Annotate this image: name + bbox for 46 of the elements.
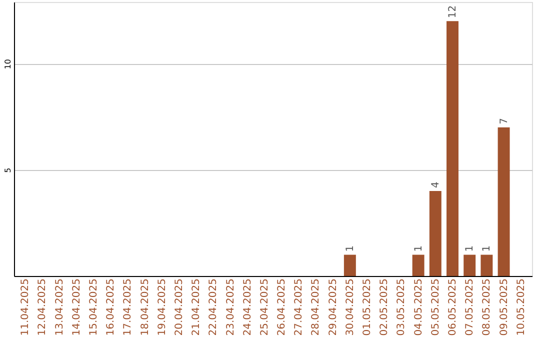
- data-label: 4: [430, 182, 442, 188]
- y-tick-label: 5: [4, 168, 12, 173]
- x-tick-label: 30.04.2025: [344, 278, 356, 336]
- x-tick-label: 17.04.2025: [122, 278, 134, 336]
- bar: [498, 127, 510, 276]
- x-tick-label: 21.04.2025: [191, 278, 202, 336]
- x-tick-label: 03.05.2025: [396, 278, 408, 336]
- x-tick-label: 27.04.2025: [294, 278, 305, 336]
- x-tick-label: 05.05.2025: [430, 278, 442, 336]
- x-tick-label: 11.04.2025: [20, 278, 32, 336]
- data-label: 7: [498, 118, 510, 124]
- x-tick-label: 29.04.2025: [328, 278, 339, 336]
- x-tick-label: 15.04.2025: [88, 278, 100, 336]
- x-tick-label: 08.05.2025: [482, 278, 493, 336]
- x-tick-label: 24.04.2025: [242, 278, 254, 336]
- x-tick-label: 18.04.2025: [140, 278, 151, 336]
- bar: [446, 21, 458, 276]
- data-label: 1: [482, 245, 493, 252]
- x-tick-label: 06.05.2025: [448, 278, 459, 336]
- bar: [429, 191, 442, 276]
- bar: [412, 254, 424, 276]
- x-tick-label: 22.04.2025: [208, 278, 220, 336]
- x-tick-label: 12.04.2025: [37, 278, 48, 336]
- x-tick-label: 25.04.2025: [259, 278, 270, 336]
- data-label: 12: [448, 5, 459, 18]
- x-tick-label: 01.05.2025: [362, 278, 374, 336]
- data-label: 1: [413, 245, 424, 252]
- x-tick-label: 10.05.2025: [516, 278, 527, 336]
- x-tick-label: 26.04.2025: [276, 278, 288, 336]
- x-tick-label: 23.04.2025: [225, 278, 236, 336]
- x-tick-label: 28.04.2025: [310, 278, 322, 336]
- y-tick-label: 10: [4, 59, 12, 70]
- bar: [344, 254, 356, 276]
- x-tick-label: 20.04.2025: [174, 278, 185, 336]
- data-label: 1: [344, 245, 356, 252]
- bar: [480, 254, 493, 276]
- x-tick-label: 02.05.2025: [379, 278, 390, 336]
- x-tick-label: 16.04.2025: [106, 278, 117, 336]
- data-label: 1: [464, 245, 476, 252]
- x-tick-label: 07.05.2025: [464, 278, 476, 336]
- x-tick-label: 13.04.2025: [54, 278, 66, 336]
- x-tick-label: 09.05.2025: [498, 278, 510, 336]
- bar: [464, 254, 476, 276]
- x-tick-label: 19.04.2025: [156, 278, 168, 336]
- x-tick-label: 14.04.2025: [71, 278, 82, 336]
- x-tick-label: 04.05.2025: [413, 278, 424, 336]
